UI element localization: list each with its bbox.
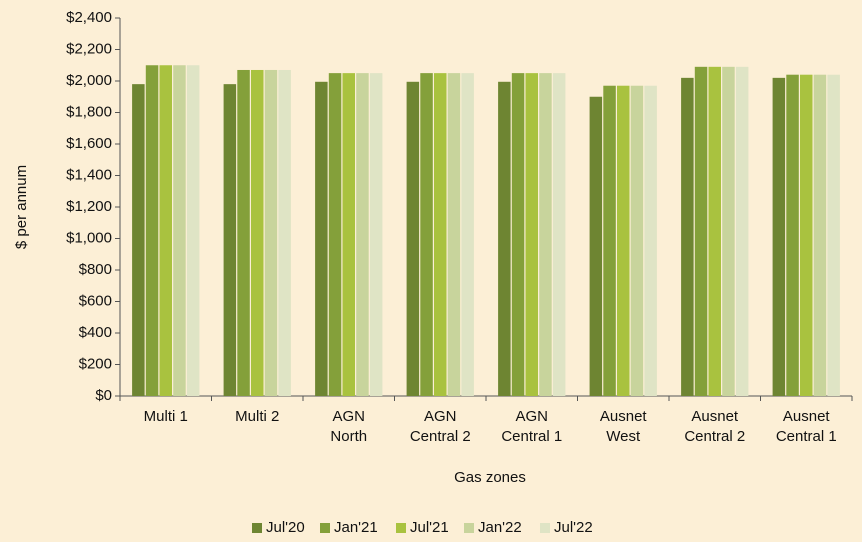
y-tick-label: $600 [79, 292, 112, 309]
x-tick-label: Ausnet West [599, 408, 647, 445]
bar [186, 65, 200, 396]
y-tick-label: $2,400 [66, 9, 112, 26]
legend-swatch [464, 523, 474, 533]
bar [708, 66, 721, 396]
legend-label: Jul'21 [410, 519, 449, 536]
bar [264, 69, 278, 396]
bar [589, 96, 603, 396]
bar [552, 73, 566, 396]
bar [772, 77, 786, 396]
bar [278, 69, 291, 396]
x-tick-label: Multi 1 [143, 408, 188, 425]
x-tick-label: AGN North [330, 408, 368, 445]
bar [342, 73, 355, 396]
bar [145, 65, 159, 396]
x-tick-label: Ausnet Central 2 [684, 408, 746, 445]
x-tick-label: AGN Central 2 [409, 408, 471, 445]
bar [525, 73, 538, 396]
bar [237, 69, 250, 396]
legend-swatch [320, 523, 330, 533]
bar [644, 85, 657, 396]
bar [356, 73, 369, 396]
y-tick-label: $1,600 [66, 135, 112, 152]
x-tick-label: Multi 2 [235, 408, 280, 425]
y-tick-label: $1,400 [66, 166, 112, 183]
legend-swatch [252, 523, 262, 533]
bar [694, 66, 708, 396]
legend-swatch [540, 523, 550, 533]
bar [630, 85, 644, 396]
bar [498, 81, 511, 396]
bar [328, 73, 342, 396]
bar [461, 73, 474, 396]
bar [315, 81, 328, 396]
bar [369, 73, 383, 396]
bar [735, 66, 749, 396]
bar [800, 74, 813, 396]
legend-label: Jan'22 [478, 519, 522, 536]
legend-label: Jul'22 [554, 519, 593, 536]
y-tick-label: $0 [95, 387, 112, 404]
y-tick-label: $400 [79, 324, 112, 341]
y-tick-label: $1,000 [66, 229, 112, 246]
bar [681, 77, 694, 396]
bar [539, 73, 552, 396]
y-tick-label: $200 [79, 355, 112, 372]
bar [447, 73, 461, 396]
bar [786, 74, 799, 396]
bar [406, 81, 420, 396]
y-tick-label: $800 [79, 261, 112, 278]
bar [827, 74, 840, 396]
bar [434, 73, 447, 396]
bar [722, 66, 735, 396]
legend-label: Jul'20 [266, 519, 305, 536]
bar [132, 84, 145, 397]
bar [813, 74, 827, 396]
bar [173, 65, 186, 396]
bar [511, 73, 525, 396]
bar [420, 73, 433, 396]
bar [223, 84, 237, 397]
y-axis-title: $ per annum [13, 165, 30, 249]
bar [251, 69, 264, 396]
y-tick-label: $1,200 [66, 198, 112, 215]
x-axis-title: Gas zones [454, 469, 526, 486]
bar [603, 85, 616, 396]
x-tick-label: AGN Central 1 [501, 408, 563, 445]
legend-swatch [396, 523, 406, 533]
bar [159, 65, 172, 396]
y-tick-label: $2,000 [66, 72, 112, 89]
bar [617, 85, 630, 396]
y-tick-label: $2,200 [66, 40, 112, 57]
x-tick-label: Ausnet Central 1 [775, 408, 837, 445]
y-tick-label: $1,800 [66, 103, 112, 120]
legend-label: Jan'21 [334, 519, 378, 536]
